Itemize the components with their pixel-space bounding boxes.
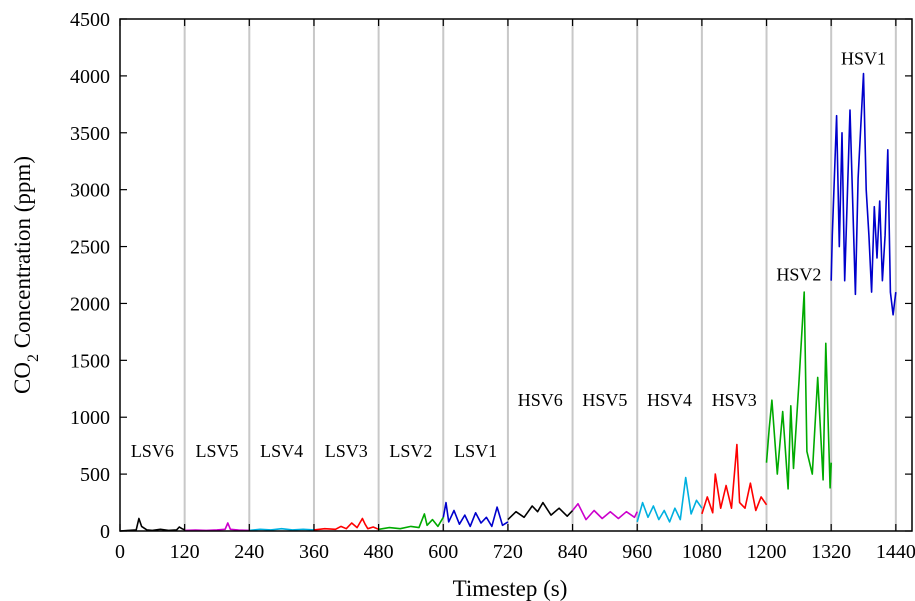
y-tick-label: 500	[80, 464, 110, 486]
segment-label: LSV2	[389, 441, 432, 461]
segment-label: HSV2	[776, 265, 821, 285]
grid-lines	[183, 19, 897, 531]
series-line	[830, 72, 897, 316]
series-line	[571, 502, 638, 521]
y-tick-label: 3500	[70, 123, 110, 145]
y-tick-label: 4500	[70, 9, 110, 31]
segment-label: LSV5	[195, 441, 238, 461]
series-line	[184, 522, 250, 532]
segment-label: HSV5	[582, 390, 627, 410]
segment-label: HSV1	[841, 49, 886, 69]
x-tick-label: 960	[622, 541, 652, 563]
series-line	[765, 291, 832, 490]
y-tick-label: 2500	[70, 237, 110, 259]
series-line	[636, 476, 703, 523]
axis-ticks: 0 120 240 360 480 600 720 840 960 1080 1200 1320 144…	[70, 9, 915, 563]
y-axis-label: CO2 Concentration (ppm)	[10, 156, 42, 394]
x-axis-label: Timestep (s)	[453, 576, 568, 601]
y-tick-label: 0	[100, 521, 110, 543]
series-line	[701, 443, 768, 515]
y-tick-label: 1500	[70, 350, 110, 372]
y-tick-label: 2000	[70, 293, 110, 315]
x-tick-label: 0	[115, 541, 125, 563]
x-tick-label: 1320	[811, 541, 851, 563]
x-tick-label: 360	[299, 541, 329, 563]
series-line	[249, 527, 315, 532]
series-line	[378, 513, 444, 531]
y-tick-label: 3000	[70, 180, 110, 202]
series-line	[442, 501, 509, 528]
x-tick-label: 1440	[876, 541, 915, 563]
segment-label: LSV1	[454, 441, 497, 461]
x-tick-label: 720	[493, 541, 523, 563]
segment-label: HSV6	[518, 390, 563, 410]
series-line	[313, 517, 379, 531]
y-tick-label: 4000	[70, 66, 110, 88]
series-line	[507, 501, 574, 521]
y-tick-label: 1000	[70, 407, 110, 429]
x-tick-label: 1080	[682, 541, 722, 563]
segment-label: LSV3	[325, 441, 368, 461]
x-tick-label: 1200	[747, 541, 787, 563]
segment-label: LSV6	[131, 441, 174, 461]
x-tick-label: 240	[234, 541, 264, 563]
segment-label: LSV4	[260, 441, 303, 461]
plot-frame	[119, 18, 913, 532]
x-tick-label: 480	[364, 541, 394, 563]
segment-labels: LSV6 LSV5 LSV4 LSV3 LSV2 LSV1 HSV6 HSV5 HSV4 HSV3…	[131, 49, 886, 462]
x-tick-label: 600	[428, 541, 458, 563]
x-tick-label: 840	[558, 541, 588, 563]
segment-label: HSV4	[647, 390, 692, 410]
x-tick-label: 120	[170, 541, 200, 563]
segment-label: HSV3	[712, 390, 757, 410]
